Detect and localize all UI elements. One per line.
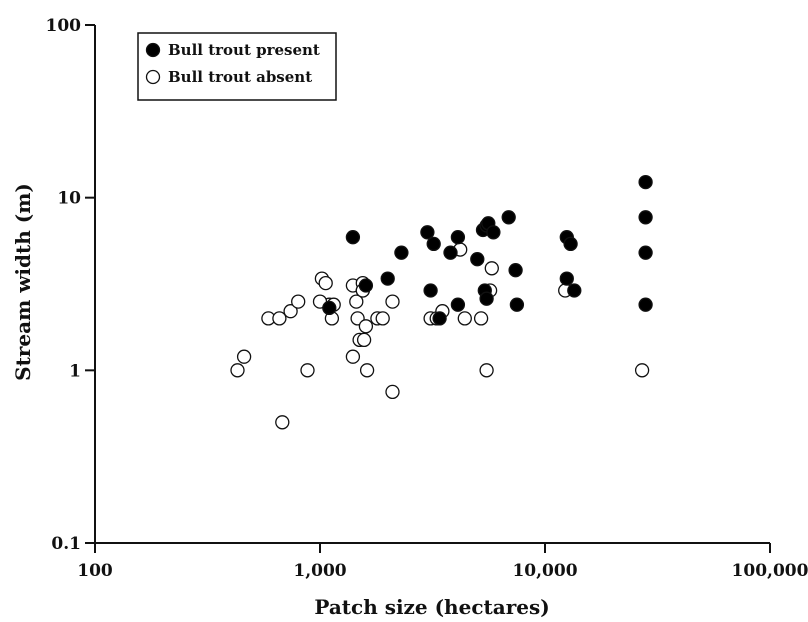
point-absent: [272, 311, 287, 326]
legend-box: [137, 32, 337, 101]
legend-marker: [145, 42, 161, 58]
point-absent: [484, 261, 499, 276]
legend-marker: [145, 69, 161, 85]
point-present: [426, 236, 441, 252]
x-axis-title: Patch size (hectares): [314, 595, 549, 619]
axes: [94, 25, 770, 544]
y-axis-title: Stream width (m): [11, 183, 35, 381]
point-present: [563, 236, 578, 252]
y-tick-label: 10: [57, 189, 81, 209]
point-absent: [345, 349, 361, 364]
point-present: [345, 230, 361, 245]
point-present: [470, 252, 485, 267]
y-tick-label: 0.1: [51, 534, 81, 554]
point-absent: [385, 294, 400, 309]
point-present: [559, 271, 574, 286]
point-absent: [359, 363, 375, 378]
point-present: [638, 210, 653, 225]
point-absent: [349, 294, 364, 309]
point-absent: [283, 304, 298, 319]
point-present: [432, 311, 447, 326]
point-absent: [358, 319, 374, 334]
x-tick-label: 100: [77, 561, 113, 581]
point-present: [486, 225, 501, 240]
point-absent: [318, 275, 333, 291]
point-absent: [236, 349, 252, 364]
y-tick-label: 1: [69, 361, 81, 381]
ticks: 0.1 1 10 100 100 1,000 10,000 100,000: [46, 16, 808, 581]
point-absent: [230, 363, 245, 378]
point-present: [501, 210, 516, 225]
x-tick-label: 10,000: [512, 561, 577, 581]
point-absent: [479, 363, 494, 378]
point-absent: [300, 363, 315, 378]
point-absent: [473, 311, 489, 326]
point-present: [638, 297, 653, 312]
point-present: [638, 245, 653, 260]
point-present: [508, 263, 523, 278]
point-absent: [275, 415, 290, 430]
legend-label: Bull trout absent: [168, 68, 312, 86]
point-absent: [634, 363, 650, 378]
point-absent: [457, 311, 472, 326]
point-present: [420, 225, 435, 240]
point-present: [358, 278, 374, 293]
point-present: [479, 291, 494, 306]
point-present: [443, 245, 458, 260]
x-tick-label: 100,000: [732, 561, 808, 581]
point-present: [450, 297, 466, 312]
legend: Bull trout present Bull trout absent: [137, 32, 337, 101]
x-tick-label: 1,000: [293, 561, 346, 581]
point-present: [322, 300, 337, 316]
point-present: [509, 297, 525, 312]
point-present: [450, 230, 466, 245]
point-absent: [375, 311, 390, 326]
point-present: [394, 245, 409, 260]
point-present: [423, 283, 438, 298]
point-absent: [385, 384, 400, 400]
legend-label: Bull trout present: [168, 41, 320, 59]
y-tick-label: 100: [46, 16, 82, 36]
point-absent: [291, 294, 306, 309]
point-present: [380, 271, 395, 286]
point-present: [567, 283, 582, 298]
point-absent: [356, 332, 372, 348]
data-points: [230, 174, 653, 430]
point-present: [638, 174, 653, 190]
